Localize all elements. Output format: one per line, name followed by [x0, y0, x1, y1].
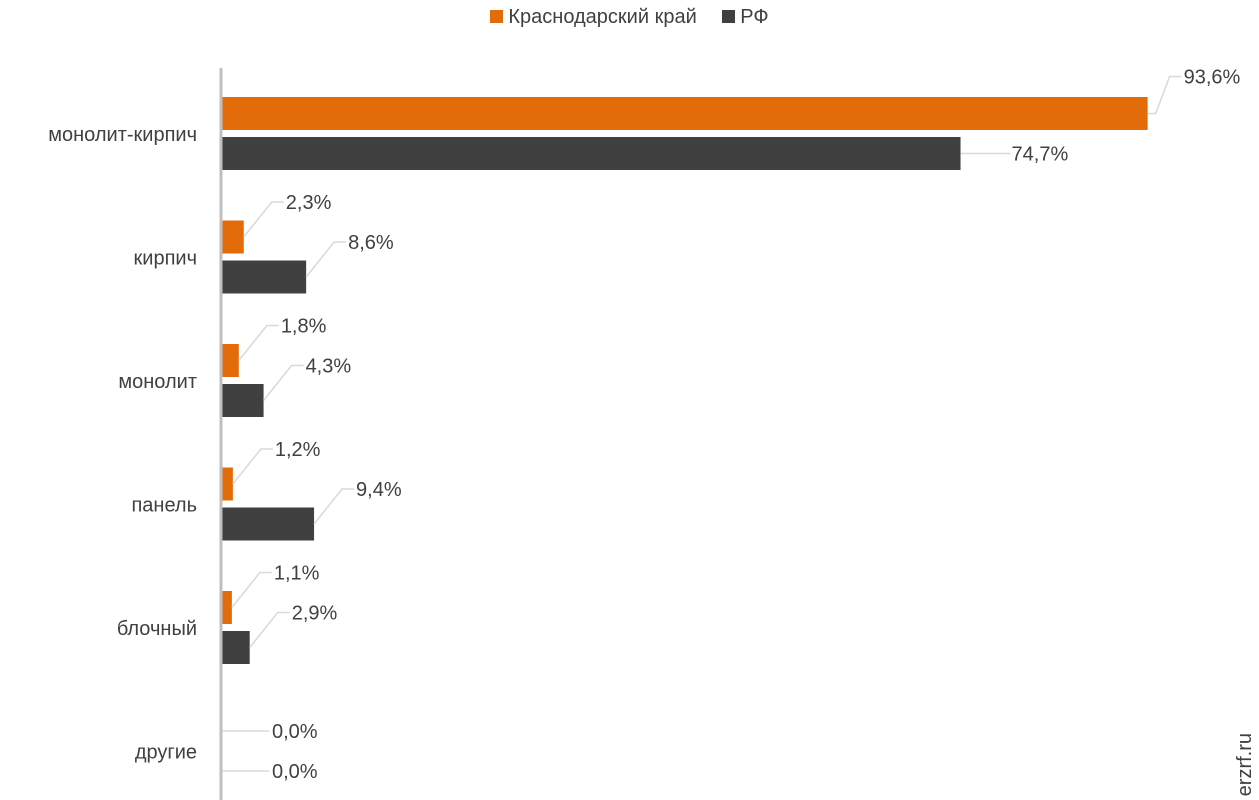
bar — [221, 97, 1148, 130]
data-label: 2,9% — [292, 603, 338, 625]
legend-item-rf: РФ — [722, 6, 769, 29]
data-label: 2,3% — [286, 192, 332, 214]
category-label: монолит-кирпич — [48, 124, 197, 146]
data-label-leader — [305, 241, 347, 278]
legend-label-krasnodar: Краснодарский край — [508, 6, 697, 28]
data-label: 9,4% — [356, 479, 402, 501]
legend-label-rf: РФ — [740, 6, 769, 28]
data-label-leader — [1147, 75, 1182, 115]
data-label: 74,7% — [1012, 144, 1069, 166]
bar — [221, 137, 961, 170]
category-label: монолит — [118, 371, 197, 393]
bar — [221, 467, 233, 501]
data-label: 1,1% — [274, 563, 320, 585]
watermark: erzrf.ru — [1234, 732, 1256, 796]
legend-swatch-rf — [722, 10, 736, 23]
category-label: другие — [135, 742, 197, 764]
bar — [221, 220, 244, 254]
bar — [221, 384, 264, 417]
data-label: 4,3% — [306, 356, 352, 378]
legend: Краснодарский край РФ — [0, 6, 1259, 29]
bar — [221, 507, 315, 541]
data-label-leader — [232, 448, 273, 485]
bar — [221, 344, 239, 377]
data-label: 1,8% — [281, 316, 327, 338]
data-label-leader — [243, 201, 284, 238]
data-label-leader — [231, 571, 272, 608]
data-label: 0,0% — [272, 721, 318, 743]
bar — [221, 631, 250, 664]
category-label: панель — [131, 495, 197, 517]
category-label: кирпич — [134, 248, 197, 270]
bar — [221, 591, 232, 624]
data-label: 8,6% — [348, 232, 394, 254]
data-label-leader — [249, 611, 290, 648]
data-label-leader — [313, 488, 355, 525]
data-label: 0,0% — [272, 761, 318, 783]
bar — [221, 260, 307, 294]
data-label-leader — [262, 364, 304, 401]
data-label: 1,2% — [275, 439, 321, 461]
legend-swatch-krasnodar — [490, 10, 504, 23]
data-label: 93,6% — [1184, 67, 1241, 89]
category-label: блочный — [117, 618, 197, 640]
data-label-leader — [238, 324, 279, 361]
legend-item-krasnodar: Краснодарский край — [490, 6, 697, 29]
